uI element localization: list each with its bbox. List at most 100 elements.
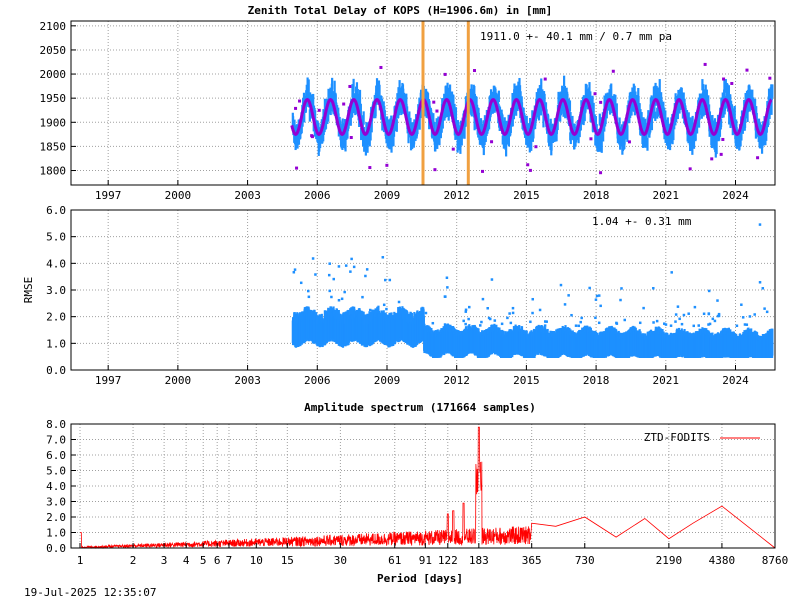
rmse-tick-label-x: 2000 — [165, 374, 192, 387]
ztd-outlier — [348, 84, 352, 88]
ztd-point — [729, 94, 732, 107]
rmse-outlier — [713, 319, 717, 323]
rmse-outlier — [702, 312, 706, 316]
ztd-outlier — [543, 77, 547, 81]
ztd-point — [327, 108, 330, 122]
rmse-tick-label-x: 2024 — [722, 374, 749, 387]
ztd-point — [459, 139, 462, 154]
ztd-point — [398, 80, 401, 95]
rmse-outlier — [299, 281, 303, 285]
ztd-point — [719, 118, 723, 127]
rmse-outlier — [292, 271, 296, 274]
ztd-point — [358, 89, 362, 106]
ztd-outlier — [451, 147, 455, 151]
ztd-point — [354, 101, 357, 116]
spectrum-tick-label-x: 5 — [200, 554, 207, 567]
spectrum-tick-label-y: 4.0 — [46, 480, 66, 493]
ztd-point — [407, 113, 410, 126]
ztd-tick-label-y: 1950 — [40, 92, 67, 105]
ztd-outlier — [310, 134, 314, 138]
ztd-outlier — [593, 92, 597, 96]
ztd-point — [303, 109, 306, 123]
rmse-outlier — [328, 289, 331, 293]
rmse-outlier — [368, 308, 372, 312]
rmse-tick-label-x: 2006 — [304, 374, 331, 387]
legend-label: ZTD-FODITS — [644, 431, 710, 444]
ztd-point — [591, 95, 594, 113]
rmse-tick-label-y: 1.0 — [46, 337, 66, 350]
ztd-point — [400, 96, 403, 116]
ztd-point — [650, 118, 654, 131]
rmse-outlier — [364, 274, 367, 278]
ztd-point — [477, 112, 480, 127]
rmse-outlier — [311, 257, 315, 260]
ztd-point — [731, 106, 734, 119]
ztd-point — [366, 134, 369, 153]
ztd-point — [497, 90, 500, 102]
ztd-point — [309, 92, 312, 106]
rmse-outlier — [493, 319, 497, 322]
ztd-point — [547, 115, 550, 128]
rmse-outlier — [343, 290, 346, 294]
rmse-outlier — [743, 323, 747, 326]
ztd-point — [594, 116, 597, 132]
ztd-point — [742, 116, 745, 131]
ztd-point — [430, 112, 433, 122]
ztd-point — [405, 93, 408, 110]
ztd-point — [426, 93, 430, 105]
ztd-outlier — [589, 137, 593, 141]
ztd-point — [582, 113, 585, 126]
ztd-outlier — [435, 109, 439, 113]
spectrum-xlabel: Period [days] — [377, 572, 463, 585]
ztd-tick-label-y: 1800 — [40, 165, 67, 178]
rmse-outlier — [559, 283, 563, 287]
spectrum-tick-label-y: 8.0 — [46, 418, 66, 431]
rmse-tick-label-x: 2003 — [234, 374, 261, 387]
ztd-point — [539, 101, 543, 116]
ztd-point — [300, 121, 303, 134]
rmse-outlier — [597, 294, 601, 297]
ztd-annotation: 1911.0 +- 40.1 mm / 0.7 mm pa — [480, 30, 672, 43]
rmse-outlier — [445, 276, 449, 280]
spectrum-tick-label-x: 10 — [250, 554, 263, 567]
ztd-point — [447, 102, 450, 121]
ztd-point — [610, 83, 613, 102]
ztd-tick-label-x: 2018 — [583, 189, 610, 202]
ztd-point — [538, 103, 541, 112]
rmse-outlier — [480, 320, 483, 324]
rmse-point — [771, 328, 774, 356]
ztd-point — [460, 133, 463, 146]
rmse-outlier — [388, 314, 392, 318]
ztd-point — [518, 77, 521, 89]
rmse-outlier — [508, 312, 511, 315]
rmse-outlier — [693, 305, 697, 309]
ztd-point — [640, 117, 643, 127]
rmse-outlier — [563, 303, 567, 306]
rmse-outlier — [599, 304, 602, 308]
ztd-outlier — [528, 168, 532, 172]
ztd-outlier — [534, 145, 538, 149]
ztd-point — [654, 82, 657, 94]
rmse-outlier — [307, 295, 311, 299]
rmse-outlier — [511, 311, 515, 315]
rmse-tick-label-y: 4.0 — [46, 257, 66, 270]
ztd-point — [598, 113, 601, 126]
ztd-point — [456, 140, 459, 153]
ztd-point — [498, 107, 502, 115]
ztd-point — [707, 104, 711, 116]
rmse-outlier — [717, 312, 721, 316]
ztd-point — [701, 100, 704, 115]
ztd-point — [324, 118, 328, 129]
rmse-outlier — [588, 286, 591, 290]
ztd-point — [471, 88, 474, 97]
rmse-outlier — [382, 303, 386, 307]
ztd-point — [765, 123, 768, 133]
ztd-point — [542, 110, 545, 128]
ztd-point — [678, 90, 681, 101]
ztd-tick-label-x: 2003 — [234, 189, 261, 202]
ztd-point — [294, 140, 297, 151]
ztd-point — [479, 118, 483, 126]
ztd-point — [623, 138, 626, 145]
ztd-point — [540, 78, 543, 96]
